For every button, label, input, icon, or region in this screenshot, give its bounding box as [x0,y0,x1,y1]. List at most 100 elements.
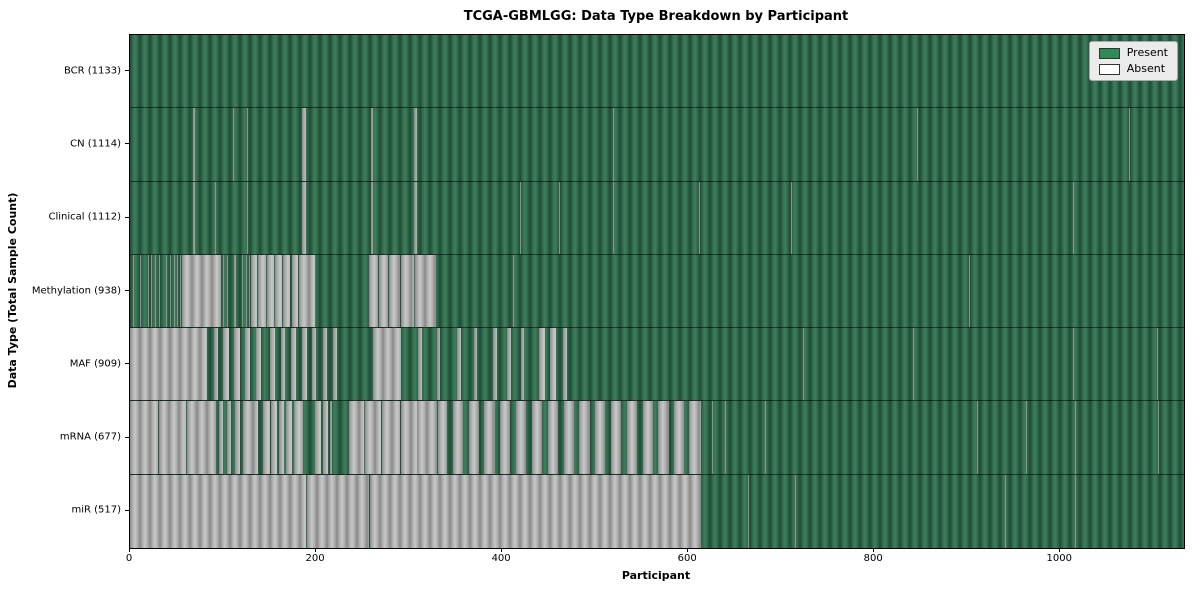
absent-block [166,254,168,328]
absent-block [235,401,240,474]
absent-block [379,254,388,328]
absent-block [612,108,614,181]
row-Clinical [130,181,1184,255]
absent-block [474,328,477,401]
absent-block [400,401,417,474]
absent-block [506,328,512,401]
absent-block [180,254,182,328]
absent-block [130,401,158,474]
absent-block [170,254,171,328]
absent-block [516,401,527,474]
absent-block [173,254,175,328]
absent-block [802,328,804,401]
absent-block [747,474,749,548]
absent-block [791,181,793,254]
y-tick-mark [125,509,129,511]
x-axis-label: Participant [621,569,691,582]
y-tick-label-Clinical: Clinical (1112) [48,211,122,223]
y-tick-label-CN: CN (1114) [70,138,121,150]
absent-block [186,401,216,474]
y-tick-mark [125,70,129,72]
absent-block [913,328,915,401]
absent-block [182,254,222,328]
absent-block [413,108,418,181]
plot-area: Present Absent [129,34,1185,549]
absent-block [226,254,228,328]
absent-block [302,181,306,254]
row-Methylation [130,254,1184,329]
absent-block [290,328,296,401]
absent-block [322,328,328,401]
absent-block [520,328,525,401]
absent-block [610,401,622,474]
x-tick-label-600: 600 [677,553,697,564]
x-tick-mark [687,548,689,552]
absent-block [275,254,282,328]
absent-block [130,328,208,401]
absent-block [1157,401,1159,474]
absent-block [1129,108,1131,181]
absent-block [418,328,423,401]
y-tick-mark [125,363,129,365]
absent-block [417,401,437,474]
absent-block [136,254,138,328]
absent-block [233,108,235,181]
present-swatch-icon [1098,47,1120,59]
absent-block [214,181,216,254]
absent-block [280,328,286,401]
absent-block [283,254,290,328]
y-tick-label-MAF: MAF (909) [69,358,121,370]
absent-block [977,401,979,474]
absent-block [177,254,179,328]
absent-block [539,328,545,401]
x-tick-label-400: 400 [491,553,511,564]
absent-block [1075,401,1077,474]
absent-block [299,254,316,328]
absent-block [263,401,270,474]
absent-block [765,401,767,474]
row-mRNA [130,401,1184,475]
absent-block [162,254,164,328]
y-tick-label-miR: miR (517) [71,504,121,516]
absent-block [315,401,321,474]
absent-block [674,401,685,474]
absent-block [213,328,219,401]
absent-block [658,401,669,474]
row-BCR [130,35,1184,109]
legend-label: Present [1126,46,1168,59]
absent-block [330,401,332,474]
absent-block [250,254,258,328]
absent-block [151,254,153,328]
absent-block [234,328,240,401]
absent-block [468,401,479,474]
absent-block [202,108,204,181]
absent-block [626,401,637,474]
absent-block [348,401,365,474]
absent-block [400,254,414,328]
absent-block [712,401,714,474]
absent-block [132,254,134,328]
absent-block [247,108,249,181]
absent-block [579,401,590,474]
absent-block [278,401,285,474]
x-tick-label-800: 800 [863,553,883,564]
absent-block [293,401,304,474]
absent-block [302,108,306,181]
absent-block [436,328,440,401]
absent-block [699,181,701,254]
absent-block [969,254,971,328]
y-tick-mark [125,290,129,291]
row-MAF [130,328,1184,402]
absent-block [452,401,464,474]
absent-block [563,401,574,474]
absent-block [562,328,568,401]
y-tick-mark [125,143,129,145]
absent-block [234,254,237,328]
absent-block [457,328,462,401]
absent-block [437,401,448,474]
x-tick-mark [1059,548,1061,552]
absent-block [513,254,515,328]
x-tick-mark [501,548,503,552]
absent-block [158,254,160,328]
y-tick-mark [125,216,129,218]
